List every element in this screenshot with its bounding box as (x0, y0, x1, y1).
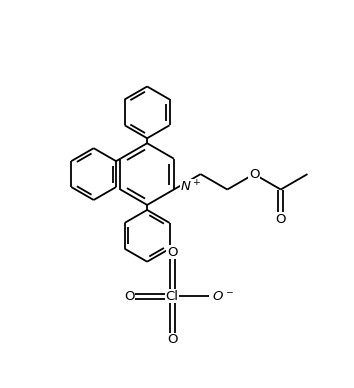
Text: O: O (249, 168, 259, 180)
Text: $O^-$: $O^-$ (212, 289, 234, 303)
Text: Cl: Cl (166, 289, 178, 303)
Text: $N^+$: $N^+$ (180, 179, 202, 195)
Text: O: O (275, 213, 286, 226)
Text: O: O (167, 246, 177, 259)
Text: O: O (167, 333, 177, 346)
Text: O: O (124, 289, 135, 303)
